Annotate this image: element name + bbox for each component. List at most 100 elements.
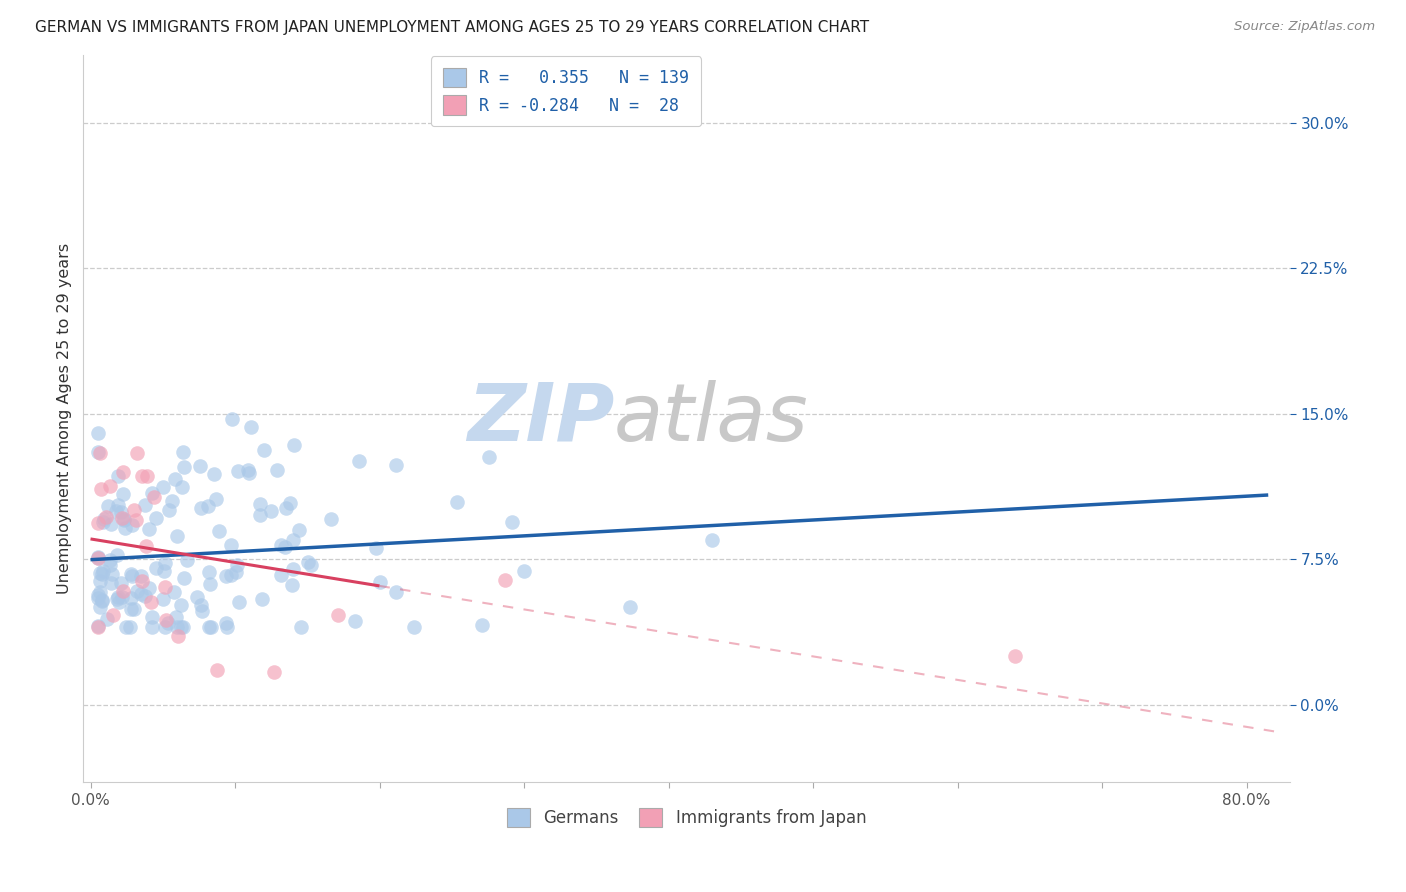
Point xyxy=(280,496,302,510)
Text: GERMAN VS IMMIGRANTS FROM JAPAN UNEMPLOYMENT AMONG AGES 25 TO 29 YEARS CORRELATI: GERMAN VS IMMIGRANTS FROM JAPAN UNEMPLOY… xyxy=(35,20,869,35)
Point xyxy=(249,497,271,511)
Point xyxy=(141,486,163,500)
Point xyxy=(190,599,212,613)
Point xyxy=(157,503,180,517)
Point xyxy=(619,599,641,614)
Point xyxy=(131,469,153,483)
Point xyxy=(494,573,516,587)
Point xyxy=(250,592,273,607)
Point xyxy=(120,591,142,605)
Point xyxy=(98,479,121,493)
Point xyxy=(93,515,115,529)
Point xyxy=(111,584,134,599)
Point xyxy=(110,511,132,525)
Point xyxy=(204,492,226,507)
Point xyxy=(205,663,228,677)
Point xyxy=(385,585,408,599)
Point xyxy=(100,576,122,591)
Point xyxy=(121,601,143,615)
Point xyxy=(1004,649,1026,664)
Point xyxy=(217,620,239,634)
Point xyxy=(91,592,114,607)
Point xyxy=(138,522,160,536)
Point xyxy=(166,529,188,543)
Point xyxy=(110,576,132,591)
Point xyxy=(105,591,128,606)
Point xyxy=(200,620,222,634)
Point xyxy=(153,620,176,634)
Point xyxy=(263,665,285,680)
Point xyxy=(186,590,208,604)
Point xyxy=(101,607,124,622)
Point xyxy=(404,620,426,634)
Point xyxy=(328,608,350,623)
Point xyxy=(283,438,305,452)
Point xyxy=(107,469,129,483)
Point xyxy=(105,504,128,518)
Point xyxy=(120,620,142,634)
Point xyxy=(228,595,250,609)
Point xyxy=(107,498,129,512)
Point xyxy=(501,515,523,529)
Text: Source: ZipAtlas.com: Source: ZipAtlas.com xyxy=(1234,20,1375,33)
Point xyxy=(349,454,371,468)
Point xyxy=(163,472,186,486)
Point xyxy=(253,443,276,458)
Point xyxy=(240,420,263,434)
Point xyxy=(238,463,260,477)
Point xyxy=(170,620,193,634)
Point xyxy=(368,574,391,589)
Point xyxy=(111,486,134,500)
Point xyxy=(129,587,152,601)
Point xyxy=(287,524,309,538)
Point xyxy=(471,617,494,632)
Point xyxy=(270,567,292,582)
Point xyxy=(141,595,163,609)
Point xyxy=(89,574,111,589)
Point xyxy=(188,458,211,473)
Point xyxy=(87,550,110,565)
Point xyxy=(190,500,212,515)
Y-axis label: Unemployment Among Ages 25 to 29 years: Unemployment Among Ages 25 to 29 years xyxy=(58,244,72,594)
Point xyxy=(219,538,242,552)
Point xyxy=(114,521,136,535)
Point xyxy=(131,574,153,588)
Legend: Germans, Immigrants from Japan: Germans, Immigrants from Japan xyxy=(499,800,875,836)
Point xyxy=(290,620,312,634)
Point xyxy=(513,564,536,578)
Point xyxy=(221,412,243,426)
Point xyxy=(155,557,177,571)
Point xyxy=(173,571,195,585)
Text: atlas: atlas xyxy=(614,380,808,458)
Point xyxy=(215,616,238,631)
Point xyxy=(87,591,110,605)
Point xyxy=(87,550,110,565)
Point xyxy=(163,585,186,599)
Point xyxy=(297,555,319,569)
Point xyxy=(219,567,242,582)
Point xyxy=(121,569,143,583)
Point xyxy=(91,565,114,579)
Point xyxy=(87,445,110,459)
Point xyxy=(138,581,160,595)
Point xyxy=(89,585,111,599)
Point xyxy=(319,512,342,526)
Point xyxy=(145,561,167,575)
Point xyxy=(190,604,212,618)
Point xyxy=(176,552,198,566)
Point xyxy=(107,591,129,605)
Point xyxy=(281,562,304,576)
Point xyxy=(197,499,219,513)
Point xyxy=(198,565,221,579)
Point xyxy=(344,614,367,628)
Point xyxy=(135,539,157,553)
Point xyxy=(87,618,110,632)
Point xyxy=(122,503,145,517)
Point xyxy=(134,498,156,512)
Point xyxy=(283,533,305,548)
Point xyxy=(100,566,122,581)
Point xyxy=(112,512,135,526)
Point xyxy=(90,482,112,496)
Point xyxy=(366,541,388,555)
Point xyxy=(127,445,149,459)
